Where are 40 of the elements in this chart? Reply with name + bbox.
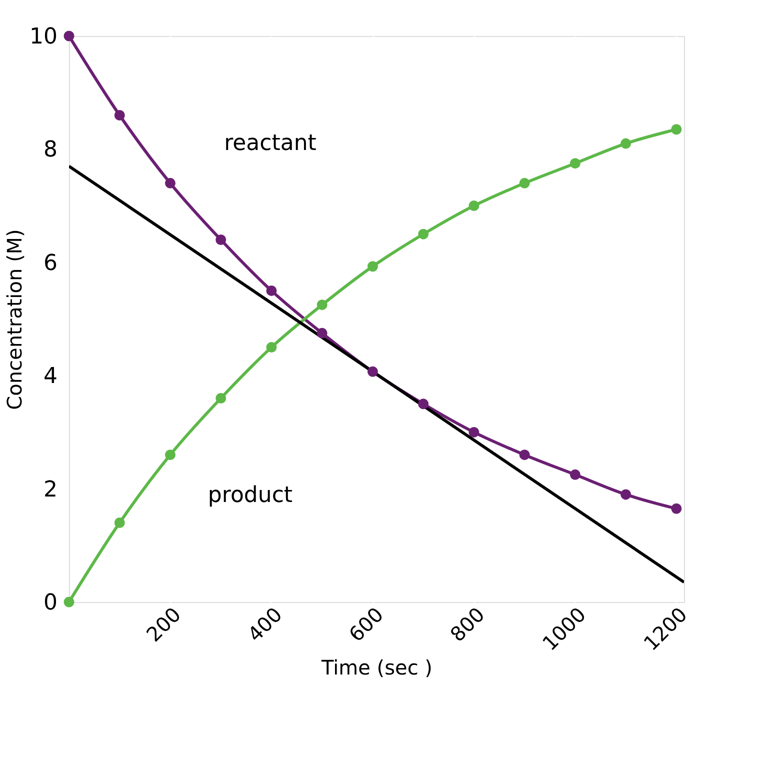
text: reactant bbox=[224, 131, 317, 156]
y-tick-label: 8 bbox=[44, 138, 58, 163]
y-tick-label: 10 bbox=[30, 24, 58, 50]
point bbox=[367, 261, 378, 272]
y-axis-title: Concentration (M) bbox=[2, 229, 27, 410]
point bbox=[570, 469, 580, 480]
point bbox=[164, 178, 176, 188]
series-label: product bbox=[208, 482, 293, 508]
x-tick-label: 600 bbox=[344, 602, 388, 646]
point bbox=[216, 393, 226, 404]
point bbox=[671, 124, 682, 135]
point bbox=[620, 138, 632, 149]
point bbox=[367, 366, 378, 377]
point bbox=[114, 110, 125, 120]
point bbox=[266, 285, 277, 296]
x-tick-label: 800 bbox=[445, 602, 490, 646]
point bbox=[64, 596, 74, 608]
point bbox=[418, 228, 429, 240]
y-tick-label: 0 bbox=[44, 590, 58, 616]
point bbox=[570, 158, 580, 169]
point bbox=[418, 398, 429, 410]
point bbox=[468, 200, 480, 212]
y-tick-label: 4 bbox=[44, 364, 58, 390]
y-tick-label: 6 bbox=[44, 250, 58, 276]
point bbox=[216, 234, 226, 245]
point bbox=[519, 178, 530, 188]
point bbox=[266, 342, 277, 353]
point bbox=[316, 300, 328, 310]
point bbox=[519, 450, 530, 460]
point bbox=[316, 328, 328, 338]
y-tick-label: 2 bbox=[44, 477, 58, 502]
x-tick-label: 200 bbox=[142, 602, 186, 646]
point bbox=[620, 489, 632, 500]
x-axis-title: Time (sec ) bbox=[320, 656, 432, 680]
x-tick-label: 400 bbox=[242, 602, 287, 646]
point bbox=[671, 503, 682, 514]
point bbox=[164, 450, 176, 460]
point bbox=[114, 518, 125, 528]
point bbox=[468, 426, 480, 438]
point bbox=[64, 30, 74, 42]
